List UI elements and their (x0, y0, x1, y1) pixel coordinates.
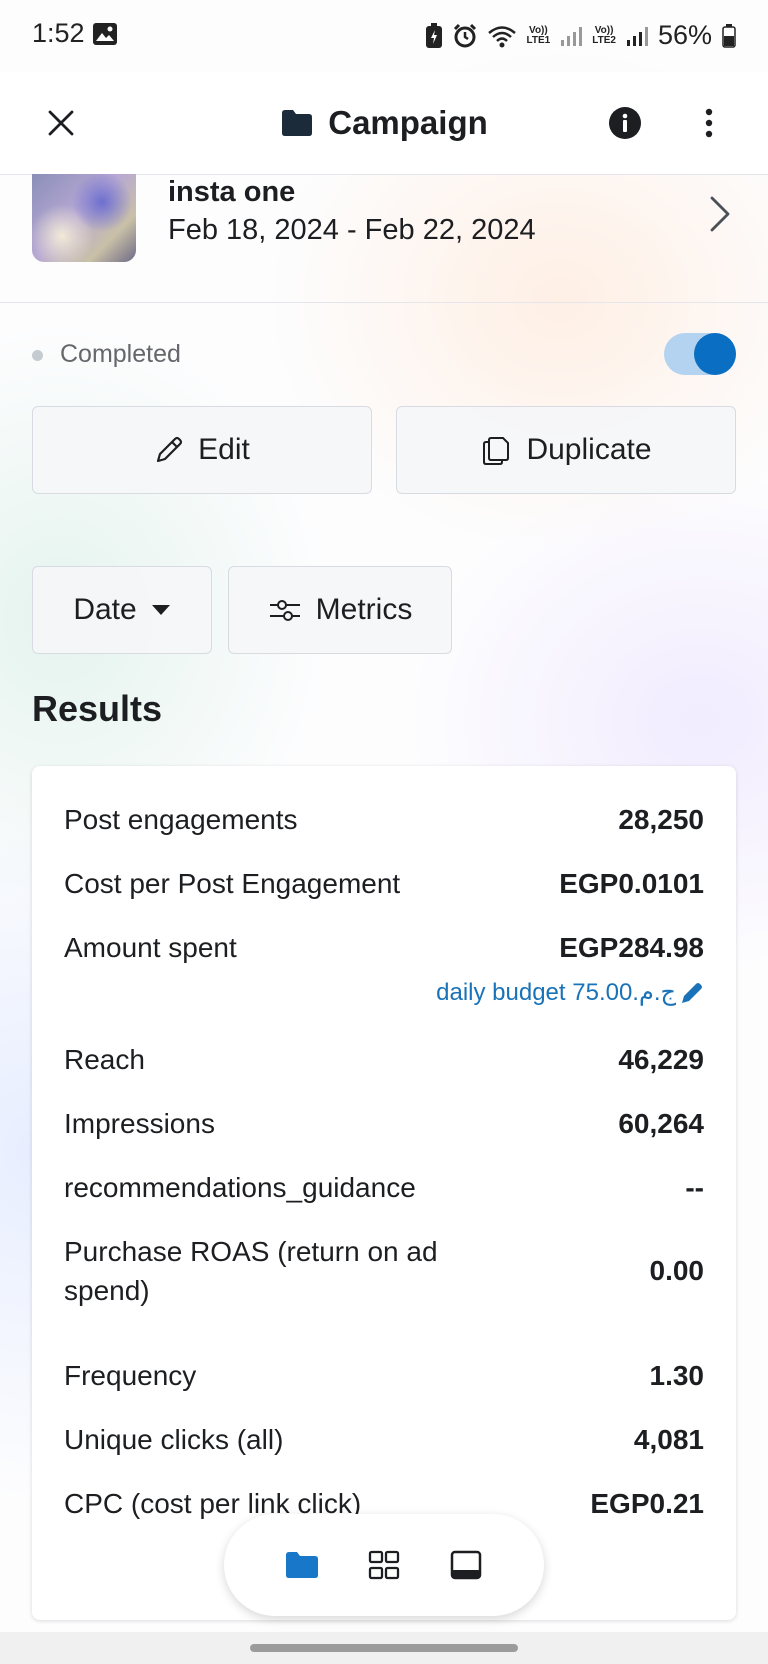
caret-down-icon (151, 605, 170, 615)
close-button[interactable] (36, 98, 86, 148)
metric-row: Post engagements 28,250 (64, 800, 704, 839)
battery-percent: 56% (657, 20, 712, 50)
metric-value: 1.30 (649, 1359, 705, 1391)
metrics-label: Metrics (315, 593, 413, 626)
close-icon (48, 110, 74, 136)
metric-value: EGP0.0101 (559, 867, 704, 899)
battery-icon (722, 23, 736, 48)
status-indicators: Vo)) LTE1 Vo)) LTE2 56% (425, 20, 736, 51)
edit-label: Edit (198, 433, 250, 466)
info-button[interactable] (600, 98, 650, 148)
folder-icon (282, 110, 313, 136)
metric-label: Cost per Post Engagement (64, 868, 401, 899)
metric-label: Impressions (64, 1108, 215, 1139)
duplicate-button[interactable]: Duplicate (396, 406, 736, 494)
info-icon (609, 107, 641, 139)
daily-budget-link[interactable]: daily budget 75.00.ج.م (436, 978, 704, 1007)
alarm-icon (453, 23, 476, 47)
campaign-summary-row[interactable]: insta one Feb 18, 2024 - Feb 22, 2024 (0, 174, 768, 303)
daily-budget-text: daily budget 75.00.ج.م (436, 979, 676, 1006)
metric-value: 4,081 (633, 1423, 704, 1455)
duplicate-label: Duplicate (526, 433, 652, 466)
pencil-icon (157, 436, 183, 463)
metric-label: Purchase ROAS (return on ad spend) (64, 1236, 438, 1306)
metric-row: Unique clicks (all) 4,081 (64, 1420, 704, 1459)
page-title-group: Campaign (0, 72, 768, 174)
signal-sim1-icon (561, 26, 583, 46)
metric-label: recommendations_guidance (64, 1172, 416, 1203)
metric-label: Post engagements (64, 804, 298, 835)
status-dot (32, 350, 43, 361)
duplicate-icon (483, 437, 510, 465)
campaign-name: insta one (168, 176, 296, 208)
metric-value: 60,264 (618, 1107, 704, 1139)
metric-row: Purchase ROAS (return on ad spend) 0.00 (64, 1232, 704, 1310)
campaign-thumbnail (32, 174, 136, 262)
status-time: 1:52 (32, 18, 85, 48)
metric-value: 0.00 (649, 1255, 705, 1286)
chevron-right-icon (710, 196, 730, 232)
gallery-notification-icon (93, 23, 117, 45)
metrics-button[interactable]: Metrics (228, 566, 452, 654)
metric-value: 46,229 (618, 1043, 704, 1075)
metric-row: Frequency 1.30 (64, 1356, 704, 1395)
metric-value: EGP0.21 (590, 1487, 704, 1519)
metric-row: recommendations_guidance -- (64, 1168, 704, 1207)
metric-value: EGP284.98 (559, 931, 704, 963)
campaign-status: Completed (60, 340, 181, 368)
nav-tablet-button[interactable] (446, 1545, 486, 1585)
edit-button[interactable]: Edit (32, 406, 372, 494)
results-heading: Results (32, 688, 163, 729)
more-vertical-icon (705, 108, 713, 138)
wifi-icon (487, 25, 516, 47)
sliders-icon (269, 600, 300, 621)
top-app-bar: Campaign (0, 72, 768, 175)
results-card: Post engagements 28,250 Cost per Post En… (32, 766, 736, 1620)
metric-label: CPC (cost per link click) (64, 1488, 362, 1519)
toggle-knob (694, 333, 736, 375)
metric-label: Unique clicks (all) (64, 1424, 284, 1455)
metric-label: Amount spent (64, 932, 237, 963)
date-filter-button[interactable]: Date (32, 566, 212, 654)
status-bar: 1:52 Vo)) LTE1 Vo)) (0, 0, 768, 72)
tablet-icon (450, 1550, 482, 1580)
home-gesture-bar[interactable] (250, 1644, 518, 1652)
metric-row: Impressions 60,264 (64, 1104, 704, 1143)
metric-row: Reach 46,229 (64, 1040, 704, 1079)
sim2-label: Vo)) LTE2 (592, 24, 616, 46)
page-title: Campaign (328, 104, 488, 141)
bottom-navigation (224, 1514, 544, 1616)
campaign-dates: Feb 18, 2024 - Feb 22, 2024 (168, 214, 536, 246)
folder-icon (286, 1552, 318, 1578)
signal-sim2-icon (626, 26, 648, 46)
sim1-label: Vo)) LTE1 (526, 24, 551, 46)
metric-value: -- (685, 1171, 704, 1203)
metric-label: Reach (64, 1044, 145, 1075)
date-label: Date (73, 593, 137, 626)
pencil-icon (682, 982, 702, 1003)
grid-icon (368, 1550, 400, 1580)
metric-label: Frequency (64, 1360, 197, 1391)
nav-campaigns-button[interactable] (282, 1545, 322, 1585)
metric-value: 28,250 (618, 803, 704, 835)
metric-row: CPC (cost per link click) EGP0.21 (64, 1484, 704, 1523)
more-options-button[interactable] (684, 98, 734, 148)
metric-row: Amount spent EGP284.98 (64, 928, 704, 967)
campaign-toggle[interactable] (664, 333, 736, 375)
metric-row: Cost per Post Engagement EGP0.0101 (64, 864, 704, 903)
battery-saver-icon (425, 22, 442, 48)
nav-grid-button[interactable] (364, 1545, 404, 1585)
